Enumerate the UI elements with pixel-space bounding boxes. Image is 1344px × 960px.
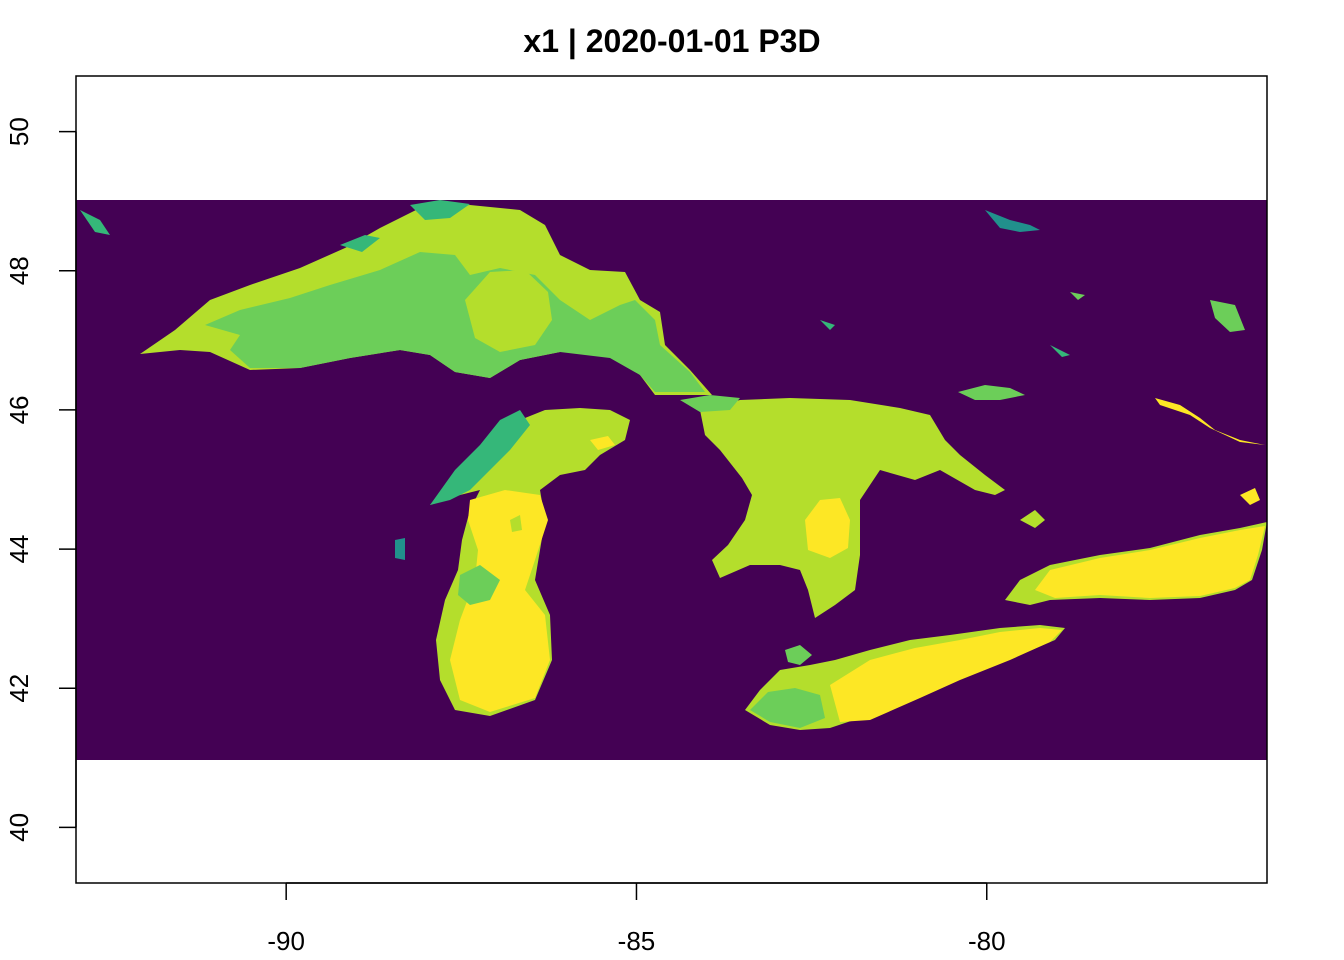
- x-tick-label: -90: [267, 926, 305, 956]
- lake-michigan: [430, 408, 630, 716]
- y-tick-label: 50: [4, 117, 34, 146]
- lake-huron: [680, 395, 1005, 618]
- y-axis: 40 42 44 46 48 50: [4, 117, 77, 842]
- x-axis: -90 -85 -80: [267, 882, 1006, 956]
- small-water-features: [80, 210, 1265, 560]
- y-tick-label: 44: [4, 535, 34, 564]
- y-tick-label: 42: [4, 674, 34, 703]
- y-tick-label: 46: [4, 395, 34, 424]
- y-tick-label: 48: [4, 256, 34, 285]
- lake-erie: [745, 625, 1065, 730]
- y-tick-label: 40: [4, 813, 34, 842]
- lake-superior: [140, 200, 712, 395]
- x-tick-label: -80: [968, 926, 1006, 956]
- plot-title: x1 | 2020-01-01 P3D: [523, 23, 820, 59]
- x-tick-label: -85: [618, 926, 656, 956]
- lake-ontario: [1005, 510, 1267, 605]
